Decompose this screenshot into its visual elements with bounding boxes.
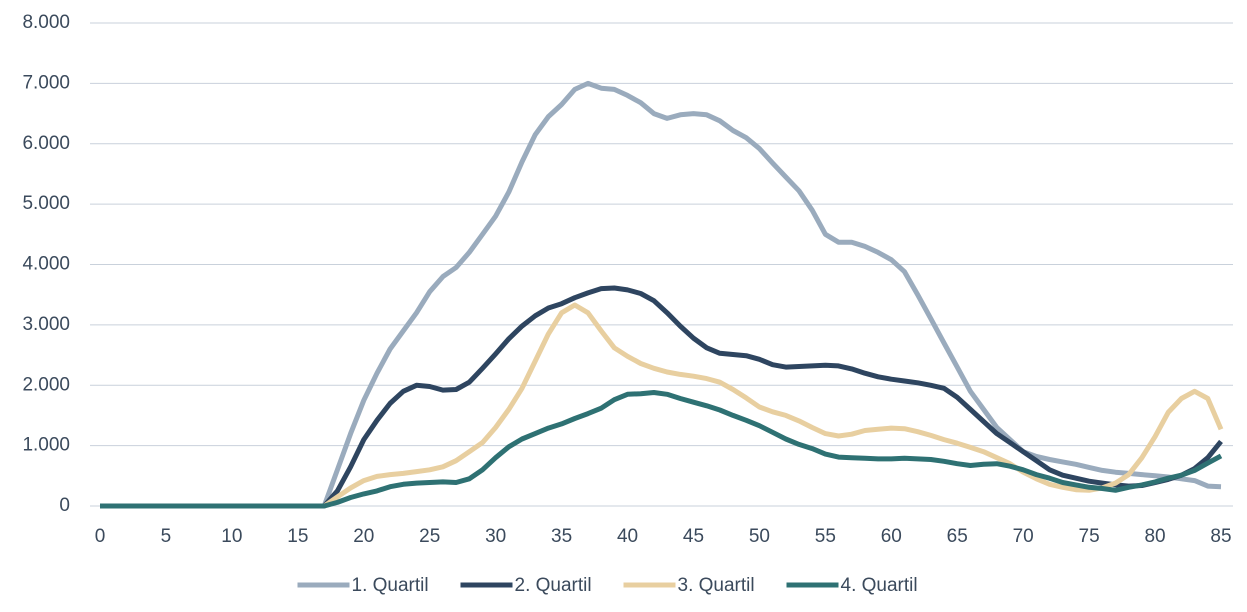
- y-tick-label: 8.000: [22, 12, 70, 33]
- line-series: [100, 302, 1224, 509]
- x-tick-label: 75: [1079, 526, 1100, 547]
- x-tick-label: 60: [881, 526, 902, 547]
- y-tick-label: 5.000: [22, 193, 70, 214]
- x-tick-label: 25: [419, 526, 440, 547]
- x-tick-label: 45: [683, 526, 704, 547]
- y-tick-label: 0: [59, 495, 70, 516]
- legend-label: 3. Quartil: [678, 575, 755, 596]
- y-tick-label: 7.000: [22, 72, 70, 93]
- legend-label: 1. Quartil: [352, 575, 429, 596]
- x-tick-label: 15: [287, 526, 308, 547]
- y-tick-label: 1.000: [22, 435, 70, 456]
- x-tick-label: 20: [353, 526, 374, 547]
- line-series: [100, 80, 1222, 509]
- x-tick-label: 35: [551, 526, 572, 547]
- x-tick-label: 30: [485, 526, 506, 547]
- x-tick-label: 85: [1210, 526, 1231, 547]
- x-tick-label: 10: [221, 526, 242, 547]
- y-tick-label: 3.000: [22, 314, 70, 335]
- x-tick-label: 55: [815, 526, 836, 547]
- x-tick-label: 65: [947, 526, 968, 547]
- x-tick-label: 5: [161, 526, 172, 547]
- x-tick-label: 0: [95, 526, 106, 547]
- line-series: [100, 285, 1223, 509]
- x-tick-label: 70: [1013, 526, 1034, 547]
- y-tick-label: 4.000: [22, 254, 70, 275]
- legend-label: 2. Quartil: [515, 575, 592, 596]
- y-tick-label: 6.000: [22, 133, 70, 154]
- x-tick-label: 40: [617, 526, 638, 547]
- line-series: [100, 390, 1223, 509]
- x-tick-label: 80: [1144, 526, 1165, 547]
- y-tick-label: 2.000: [22, 374, 70, 395]
- x-tick-label: 50: [749, 526, 770, 547]
- legend-label: 4. Quartil: [841, 575, 918, 596]
